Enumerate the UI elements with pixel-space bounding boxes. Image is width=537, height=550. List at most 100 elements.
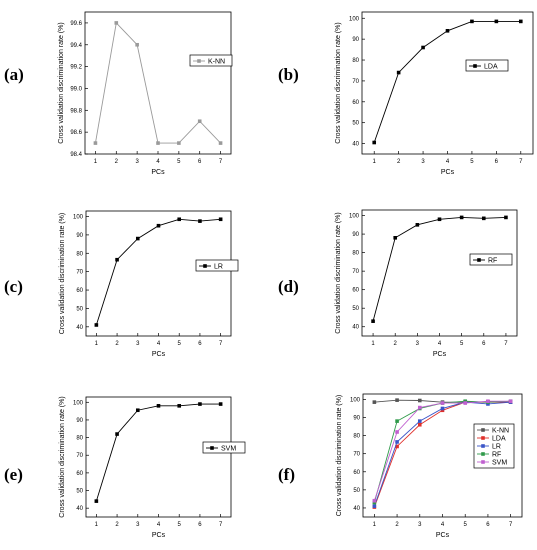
data-point [372, 500, 377, 505]
x-tick-label: 3 [416, 341, 420, 347]
x-tick-label: 2 [397, 159, 401, 165]
legend-label: SVM [221, 445, 236, 452]
x-tick-label: 2 [115, 341, 119, 347]
y-tick-label: 70 [352, 269, 359, 275]
legend-box [469, 253, 513, 266]
plot-frame [84, 11, 232, 155]
data-point [481, 216, 486, 221]
data-point [115, 257, 119, 262]
x-tick-label: 6 [482, 341, 486, 347]
legend-label: LDA [484, 63, 498, 70]
data-point [415, 223, 420, 227]
data-point [395, 440, 399, 444]
x-tick-label: 5 [178, 341, 182, 347]
legend-label: RF [488, 257, 497, 264]
y-tick-label: 90 [352, 232, 359, 238]
data-point [198, 402, 202, 406]
x-tick-label: 4 [157, 341, 161, 347]
y-tick-label: 80 [76, 436, 83, 442]
legend: SVM [202, 441, 246, 454]
chart-panel-2: (b) 40 50 60 70 80 90 100 1 2 3 4 5 6 7 PCs Cross valida… [278, 11, 534, 176]
data-point [437, 217, 442, 222]
legend-box [189, 54, 233, 67]
x-tick-label: 7 [509, 522, 513, 528]
x-tick-label: 4 [446, 159, 450, 165]
panel-letter: (b) [278, 65, 299, 84]
data-point [94, 499, 99, 503]
y-tick-label: 80 [352, 58, 359, 64]
x-tick-label: 2 [115, 159, 119, 165]
panel-letter: (c) [4, 277, 23, 296]
legend-swatch-marker [473, 64, 477, 68]
data-point [135, 236, 140, 241]
legend-label: RF [492, 451, 501, 458]
legend-swatch-marker [481, 428, 485, 432]
y-tick-label: 70 [352, 79, 359, 85]
data-point [156, 404, 161, 408]
y-tick-label: 100 [350, 397, 361, 403]
data-point [177, 404, 182, 408]
x-tick-label: 6 [495, 159, 499, 165]
data-point [395, 444, 399, 449]
x-axis-label: PCs [433, 351, 447, 358]
y-tick-label: 40 [76, 325, 83, 331]
y-tick-label: 90 [352, 37, 359, 43]
data-point [135, 408, 140, 413]
chart-panel-6: (f) 40 50 60 70 80 90 100 1 2 3 4 5 6 7 PCs Cross valida… [278, 393, 523, 539]
plot-frame [361, 11, 534, 155]
x-tick-label: 7 [504, 341, 508, 347]
x-tick-label: 2 [394, 341, 398, 347]
y-tick-label: 60 [352, 288, 359, 294]
y-tick-label: 50 [352, 306, 359, 312]
data-point [459, 215, 464, 220]
data-point [486, 399, 490, 404]
x-tick-label: 3 [136, 341, 140, 347]
data-point [395, 419, 399, 423]
data-point [372, 140, 377, 145]
y-tick-label: 99.4 [70, 43, 82, 49]
legend-label: K-NN [492, 427, 509, 434]
x-tick-label: 5 [460, 341, 464, 347]
y-tick-label: 60 [353, 470, 360, 476]
data-point [115, 432, 119, 436]
x-axis-label: PCs [436, 532, 450, 539]
x-tick-label: 3 [421, 159, 425, 165]
data-point [440, 406, 445, 411]
panel-letter: (f) [278, 465, 295, 484]
x-tick-label: 6 [486, 522, 490, 528]
data-point [504, 215, 508, 220]
x-axis-label: PCs [152, 351, 166, 358]
legend-label: SVM [492, 459, 507, 466]
x-tick-label: 1 [94, 159, 98, 165]
y-tick-label: 98.8 [70, 108, 82, 114]
legend: LDA [465, 59, 509, 72]
data-point [114, 21, 119, 25]
series-line-lr [95, 218, 221, 326]
data-point [494, 19, 499, 24]
data-point [445, 28, 450, 33]
data-point [518, 19, 523, 24]
data-point [393, 235, 398, 240]
plot-frame [85, 210, 232, 337]
legend-swatch-marker [477, 258, 481, 262]
x-tick-label: 7 [519, 159, 523, 165]
y-tick-label: 70 [76, 453, 83, 459]
x-tick-label: 1 [373, 159, 377, 165]
plot-frame [85, 396, 232, 518]
legend-label: K-NN [208, 58, 225, 65]
x-axis-label: PCs [151, 169, 165, 176]
x-tick-label: 1 [373, 522, 377, 528]
legend-label: LR [214, 263, 223, 270]
data-point [417, 398, 422, 403]
panel-letter: (e) [4, 465, 23, 484]
y-tick-label: 100 [349, 214, 360, 220]
chart-panel-5: (e) 40 50 60 70 80 90 100 1 2 3 4 5 6 7 PCs Cross valida… [4, 396, 246, 539]
legend-label: LDA [492, 435, 506, 442]
x-tick-label: 6 [198, 522, 202, 528]
data-point [218, 402, 223, 406]
data-point [197, 119, 202, 124]
y-tick-label: 50 [353, 488, 360, 494]
y-axis-label: Cross validation discrimination rate (%) [335, 212, 342, 333]
x-tick-label: 7 [219, 522, 223, 528]
data-point [156, 223, 161, 228]
